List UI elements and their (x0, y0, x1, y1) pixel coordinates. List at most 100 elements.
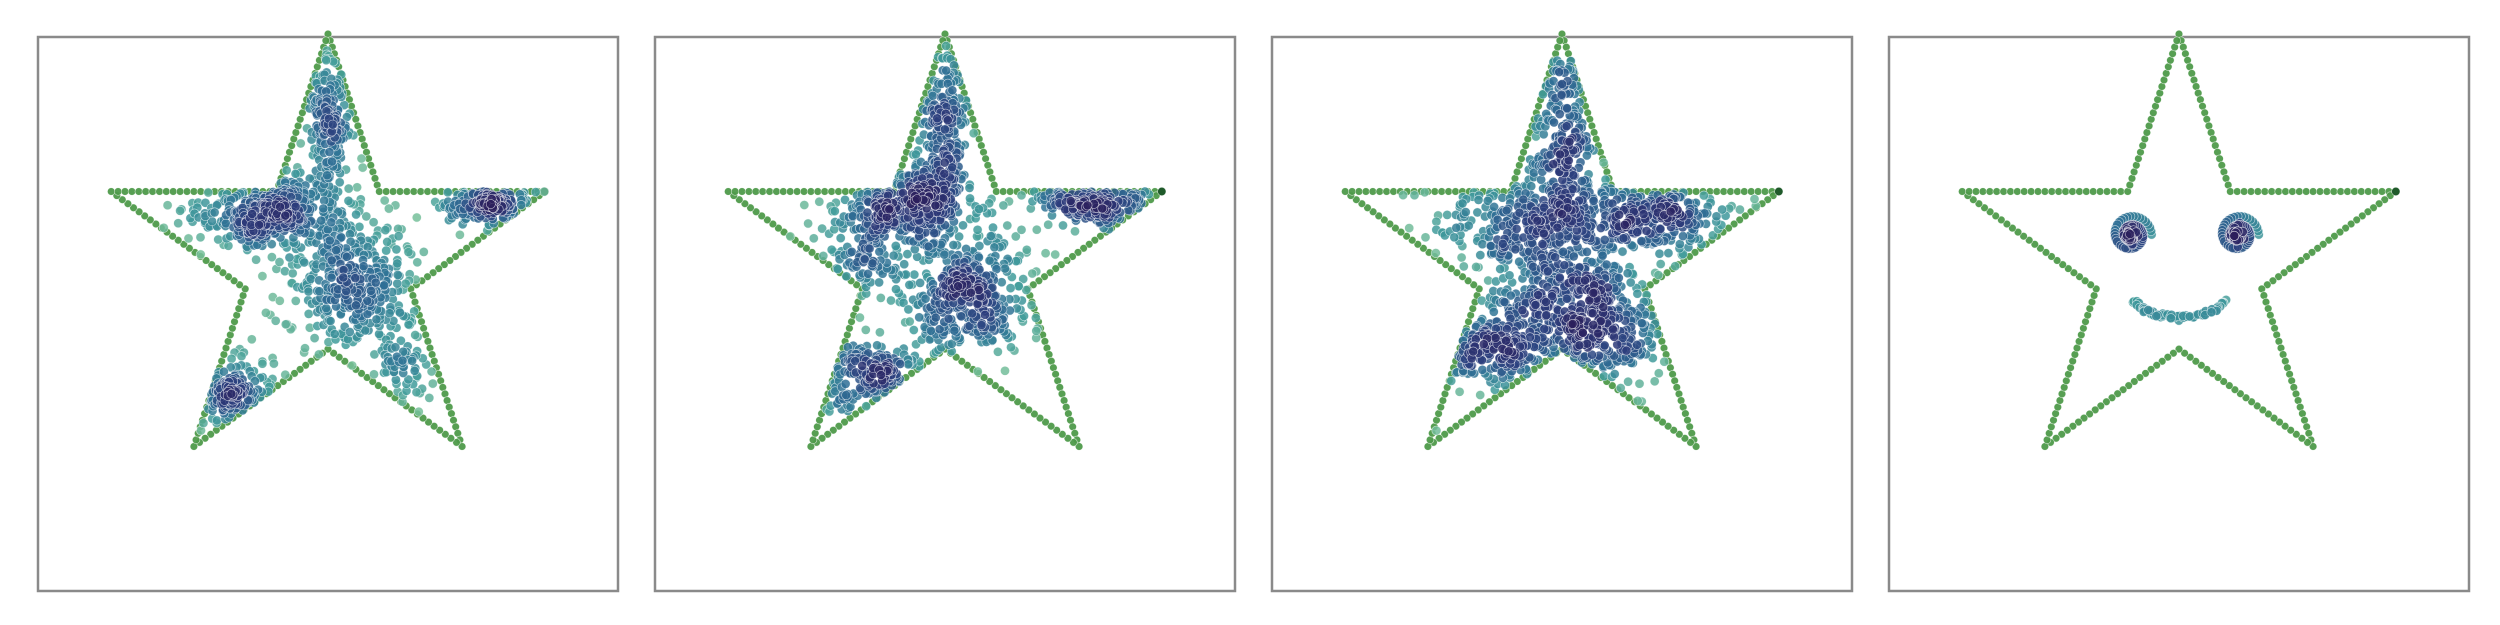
scatter-point (372, 315, 381, 324)
scatter-point (531, 188, 540, 197)
scatter-point (993, 347, 1002, 356)
scatter-point (969, 129, 978, 138)
scatter-point (196, 250, 205, 259)
scatter-point (1457, 253, 1466, 262)
scatter-point (889, 251, 898, 260)
scatter-point (809, 234, 818, 243)
scatter-point (1637, 319, 1646, 328)
outline-point (121, 188, 129, 196)
outline-point (197, 188, 205, 196)
outline-point (107, 188, 115, 196)
scatter-point (288, 269, 297, 278)
scatter-point (862, 402, 871, 411)
scatter-point (248, 209, 257, 218)
scatter-point (1642, 226, 1651, 235)
scatter-point (339, 273, 348, 282)
scatter-point (358, 163, 367, 172)
outline-point (382, 188, 390, 196)
outline-point (807, 188, 815, 196)
outline-point (176, 188, 184, 196)
outline-point (993, 188, 1001, 196)
outline-point (1741, 188, 1749, 196)
scatter-point (1635, 379, 1644, 388)
scatter-point (1541, 297, 1550, 306)
scatter-point (1478, 365, 1487, 374)
scatter-point (861, 325, 870, 334)
scatter-point (1596, 223, 1605, 232)
scatter-point (281, 211, 290, 220)
scatter-point (352, 210, 361, 219)
scatter-point (1496, 264, 1505, 273)
scatter-point (985, 256, 994, 265)
outline-point (389, 188, 397, 196)
scatter-point (1003, 221, 1012, 230)
scatter-point (380, 196, 389, 205)
scatter-point (1712, 212, 1721, 221)
outline-point (149, 188, 157, 196)
scatter-point (412, 213, 421, 222)
scatter-point (865, 244, 874, 253)
scatter-point (885, 205, 894, 214)
scatter-point (1017, 191, 1026, 200)
scatter-point (325, 236, 334, 245)
scatter-point (1622, 346, 1631, 355)
scatter-point (957, 312, 966, 321)
scatter-point (351, 273, 360, 282)
scatter-point (913, 195, 922, 204)
scatter-point (1555, 273, 1564, 282)
outline-point (793, 188, 801, 196)
scatter-point (1469, 347, 1478, 356)
scatter-point (1476, 251, 1485, 260)
outline-point (183, 188, 191, 196)
scatter-point (949, 240, 958, 249)
outline-point (835, 188, 843, 196)
scatter-point (1615, 210, 1624, 219)
scatter-point (281, 320, 290, 329)
outline-point (1692, 188, 1700, 196)
scatter-point (1562, 122, 1571, 131)
scatter-point (1575, 341, 1584, 350)
scatter-point (930, 229, 939, 238)
scatter-point (944, 314, 953, 323)
scatter-point (159, 223, 168, 232)
scatter-point (1420, 188, 1429, 197)
scatter-point (965, 183, 974, 192)
scatter-point (455, 230, 464, 239)
scatter-point (392, 245, 401, 254)
scatter-point (966, 288, 975, 297)
outline-point (424, 188, 432, 196)
scatter-point (1555, 150, 1564, 159)
outline-point (114, 188, 122, 196)
scatter-point (1006, 343, 1015, 352)
scatter-point (926, 326, 935, 335)
outline-point (135, 188, 143, 196)
scatter-point (1582, 247, 1591, 256)
scatter-point (1070, 227, 1079, 236)
scatter-point (1660, 357, 1669, 366)
scatter-point (315, 287, 324, 296)
scatter-point (393, 259, 402, 268)
scatter-point (948, 86, 957, 95)
scatter-point (1515, 257, 1524, 266)
scatter-point (227, 389, 236, 398)
scatter-point (942, 66, 951, 75)
outline-point (738, 188, 746, 196)
scatter-point (830, 207, 839, 216)
scatter-point (1599, 303, 1608, 312)
scatter-point (296, 139, 305, 148)
scatter-point (931, 201, 940, 210)
scatter-point (1610, 369, 1619, 378)
scatter-point (1531, 300, 1540, 309)
scatter-panel-1 (38, 30, 618, 591)
outline-point (169, 188, 177, 196)
scatter-point (1542, 311, 1551, 320)
scatter-point (999, 201, 1008, 210)
scatter-point (291, 296, 300, 305)
scatter-point (1478, 240, 1487, 249)
scatter-point (327, 157, 336, 166)
scatter-point (1656, 225, 1665, 234)
outline-point (773, 188, 781, 196)
scatter-point (876, 293, 885, 302)
outline-point (142, 188, 150, 196)
